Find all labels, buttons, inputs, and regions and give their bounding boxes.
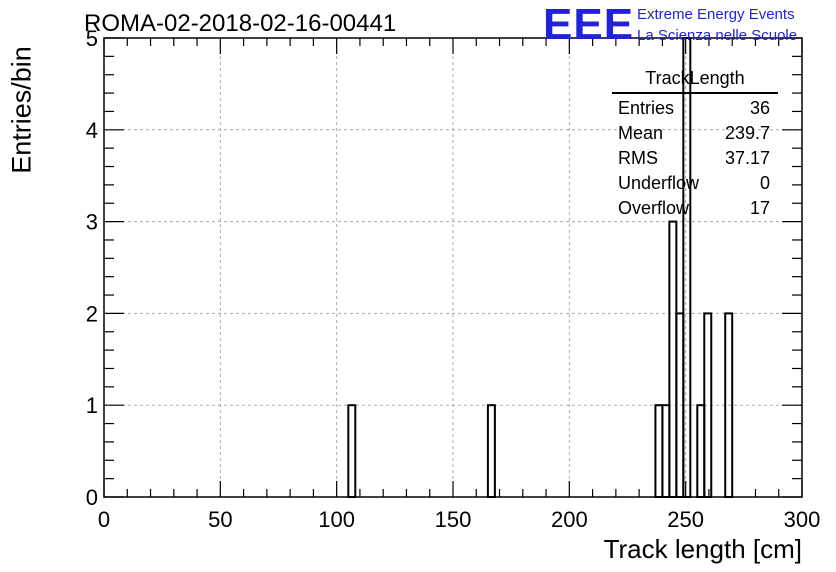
- grid-lines: [104, 38, 802, 497]
- x-axis-label: Track length [cm]: [603, 534, 802, 564]
- histogram-bar: [486, 404, 496, 499]
- plot-frame: [103, 37, 803, 498]
- histogram-bar: [668, 220, 678, 498]
- y-tick-label: 4: [86, 118, 98, 143]
- x-tick-label: 250: [667, 507, 704, 532]
- logo-caption-line2: La Scienza nelle Scuole: [637, 27, 798, 44]
- stats-row-overflow: Overflow 17: [612, 196, 778, 221]
- x-tick-label: 200: [551, 507, 588, 532]
- stats-row-mean: Mean 239.7: [612, 121, 778, 146]
- stats-label: Entries: [618, 98, 675, 118]
- tick-labels: 0 50 100 150 200 250 300 0 1 2 3 4 5: [86, 26, 821, 532]
- x-tick-label: 50: [208, 507, 232, 532]
- histogram-bar: [347, 404, 357, 499]
- y-tick-label: 1: [86, 393, 98, 418]
- stats-label: Underflow: [618, 173, 700, 193]
- stats-label: Mean: [618, 123, 664, 143]
- x-tick-label: 100: [318, 507, 355, 532]
- stats-label: Overflow: [618, 198, 690, 218]
- stats-value: 17: [749, 198, 770, 218]
- histogram-bar: [654, 404, 664, 499]
- stats-value: 36: [749, 98, 770, 118]
- x-tick-label: 0: [98, 507, 110, 532]
- stats-box: TrackLength Entries 36 Mean 239.7 RMS 37…: [612, 68, 778, 221]
- run-title: ROMA-02-2018-02-16-00441: [84, 10, 397, 37]
- eee-logo: EEE: [543, 0, 635, 49]
- x-tick-label: 150: [435, 507, 472, 532]
- y-tick-label: 0: [86, 485, 98, 510]
- stats-row-entries: Entries 36: [612, 96, 778, 121]
- stats-value: 239.7: [724, 123, 770, 143]
- stats-title: TrackLength: [645, 68, 745, 88]
- y-axis-label: Entries/bin: [6, 46, 37, 174]
- stats-value: 37.17: [724, 148, 770, 168]
- stats-divider: [612, 92, 778, 94]
- stats-row-underflow: Underflow 0: [612, 171, 778, 196]
- y-tick-label: 2: [86, 301, 98, 326]
- stats-value: 0: [759, 173, 770, 193]
- x-tick-label: 300: [784, 507, 821, 532]
- histogram-bar: [696, 404, 706, 499]
- histogram-bar: [661, 404, 671, 499]
- logo-caption: Extreme Energy Events La Scienza nelle S…: [637, 4, 797, 46]
- stats-row-rms: RMS 37.17: [612, 146, 778, 171]
- logo-caption-line1: Extreme Energy Events: [637, 6, 795, 23]
- y-tick-label: 5: [86, 26, 98, 51]
- y-tick-label: 3: [86, 210, 98, 235]
- stats-label: RMS: [618, 148, 658, 168]
